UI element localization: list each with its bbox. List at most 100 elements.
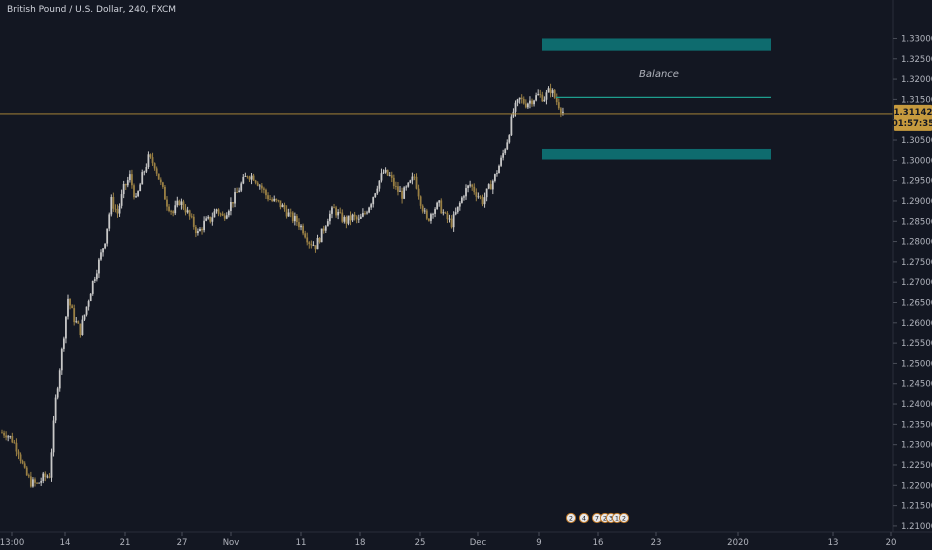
candle-body — [151, 157, 154, 164]
candle-body — [500, 157, 502, 166]
candle-body — [5, 435, 8, 438]
event-marker[interactable]: 1 — [611, 512, 623, 524]
time-axis[interactable]: 13:00 14 21 27 Nov 11 18 25 Dec 9 16 23 2020 13 20 — [0, 532, 896, 548]
candle-body — [368, 207, 370, 213]
price-tick-label: 1.23000 — [901, 441, 932, 451]
candle-body — [60, 348, 63, 371]
candle-body — [269, 199, 271, 201]
candle-body — [58, 370, 61, 389]
candle-body — [50, 452, 53, 478]
candle-body — [452, 214, 455, 228]
price-tick-label: 1.22000 — [901, 481, 932, 491]
candle-body — [555, 97, 558, 103]
candle-body — [126, 180, 129, 186]
candle-body — [465, 188, 467, 197]
candle-body — [93, 279, 96, 281]
candle-body — [95, 273, 98, 280]
candle-body — [110, 196, 113, 215]
candle-body — [419, 196, 422, 206]
candle-body — [434, 209, 436, 214]
candle-body — [498, 165, 500, 174]
candle-body — [236, 192, 238, 193]
candle-body — [207, 216, 210, 219]
price-tick-label: 1.29000 — [901, 197, 932, 207]
candle-body — [535, 95, 538, 101]
candle-body — [460, 197, 463, 203]
event-marker-label: 2 — [622, 515, 626, 523]
price-axis-background[interactable] — [893, 0, 932, 550]
candle-body — [252, 175, 255, 181]
candle-body — [529, 100, 531, 104]
candle-body — [153, 163, 156, 169]
candle-body — [102, 248, 104, 253]
candle-body — [11, 436, 14, 443]
event-marker[interactable]: 2 — [565, 512, 577, 524]
candle-body — [397, 186, 399, 192]
candle-body — [9, 436, 12, 437]
candle-body — [147, 154, 150, 167]
price-tick-label: 1.25500 — [901, 339, 932, 349]
candle-body — [562, 111, 564, 113]
candle-body — [203, 220, 206, 231]
price-tick-label: 1.30000 — [901, 156, 932, 166]
candle-body — [364, 213, 366, 214]
candle-body — [131, 174, 133, 186]
candle-body — [432, 213, 434, 215]
candle-body — [170, 210, 173, 212]
candle-body — [508, 135, 511, 143]
candle-body — [143, 171, 146, 173]
time-tick-label: 20 — [886, 538, 897, 548]
candle-body — [483, 197, 486, 205]
candle-body — [79, 323, 82, 336]
candle-body — [91, 280, 94, 294]
candle-body — [157, 173, 160, 180]
candle-body — [496, 173, 498, 175]
candle-body — [27, 475, 30, 477]
price-badge-countdown: 01:57:35 — [892, 119, 932, 129]
candle-body — [106, 228, 109, 244]
candle-body — [378, 180, 381, 189]
candle-body — [62, 338, 65, 349]
time-tick-label: 2020 — [727, 538, 749, 548]
candle-body — [155, 168, 158, 174]
candle-body — [21, 460, 24, 464]
candle-body — [415, 176, 418, 189]
candle-body — [417, 188, 420, 197]
candle-body — [446, 213, 449, 220]
event-marker[interactable]: 4 — [578, 512, 590, 524]
zone-rect-0[interactable] — [542, 38, 771, 51]
candle-body — [114, 208, 117, 210]
candle-body — [506, 142, 509, 150]
candle-body — [376, 188, 379, 194]
candle-body — [75, 321, 78, 323]
candle-body — [308, 242, 311, 245]
price-axis[interactable]: 1.330001.325001.320001.315001.310001.305… — [893, 34, 932, 532]
candle-body — [310, 244, 313, 246]
candle-body — [355, 216, 358, 220]
candle-body — [382, 172, 385, 174]
candle-body — [7, 436, 10, 438]
candle-body — [520, 97, 523, 99]
candle-body — [32, 479, 34, 487]
zones-layer — [542, 38, 771, 160]
candle-body — [430, 214, 432, 221]
candle-body — [524, 103, 527, 108]
candle-body — [335, 207, 337, 216]
event-marker[interactable]: 2 — [618, 512, 630, 524]
time-tick-label: 14 — [60, 538, 71, 548]
candle-body — [553, 90, 556, 98]
candle-body — [54, 397, 57, 421]
candle-body — [293, 215, 296, 222]
candle-body — [23, 463, 26, 468]
candle-body — [438, 200, 441, 203]
price-tick-label: 1.24000 — [901, 400, 932, 410]
candle-body — [244, 176, 247, 177]
candle-body — [351, 214, 354, 221]
candle-body — [225, 215, 228, 219]
zone-rect-1[interactable] — [542, 148, 771, 160]
candle-body — [141, 172, 144, 185]
